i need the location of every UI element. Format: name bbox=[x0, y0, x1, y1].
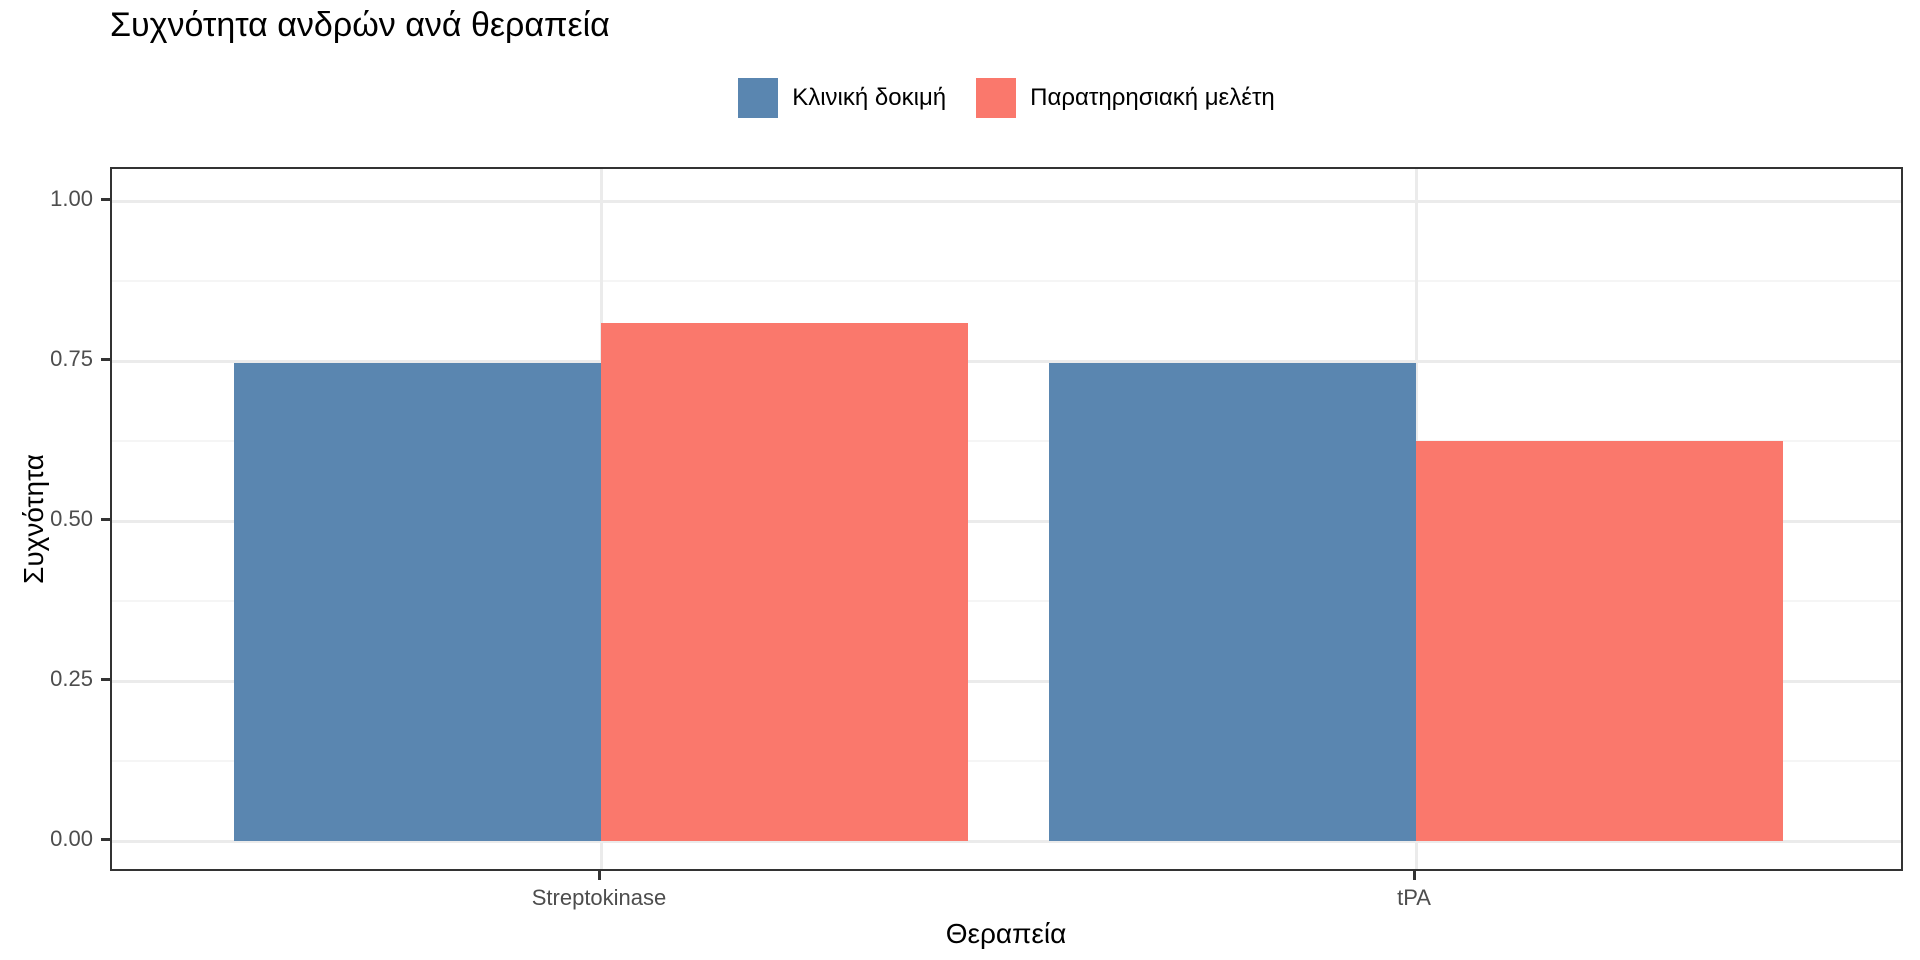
legend-label: Κλινική δοκιμή bbox=[792, 84, 947, 111]
y-tick-label: 0.50 bbox=[50, 506, 93, 531]
y-gridline-major bbox=[112, 680, 1901, 683]
x-axis-title: Θεραπεία bbox=[945, 918, 1067, 949]
y-gridline-major bbox=[112, 360, 1901, 363]
y-gridline-minor bbox=[112, 440, 1901, 442]
y-axis-title: Συχνότητα bbox=[18, 454, 49, 584]
y-gridline-minor bbox=[112, 760, 1901, 762]
bar-tpa-series-0 bbox=[1049, 362, 1416, 841]
legend-swatch-icon bbox=[976, 78, 1017, 118]
bar-streptokinase-series-1 bbox=[601, 322, 968, 841]
y-gridline-major bbox=[112, 200, 1901, 203]
legend-swatch-icon bbox=[738, 78, 779, 118]
y-tick-label: 0.00 bbox=[50, 826, 93, 851]
y-tick-label: 1.00 bbox=[50, 186, 93, 211]
chart-title: Συχνότητα ανδρών ανά θεραπεία bbox=[110, 6, 610, 44]
x-tick-label: Streptokinase bbox=[531, 885, 667, 910]
legend-item-1: Παρατηρησιακή μελέτη bbox=[976, 78, 1275, 118]
legend-label: Παρατηρησιακή μελέτη bbox=[1030, 84, 1275, 111]
x-tick-mark bbox=[597, 871, 601, 880]
x-tick-label: tPA bbox=[1397, 885, 1431, 910]
legend-item-0: Κλινική δοκιμή bbox=[738, 78, 946, 118]
y-tick-mark bbox=[101, 837, 110, 841]
y-gridline-minor bbox=[112, 280, 1901, 282]
bar-tpa-series-1 bbox=[1416, 441, 1783, 841]
y-tick-label: 0.75 bbox=[50, 346, 93, 371]
y-gridline-major bbox=[112, 840, 1901, 843]
y-tick-mark bbox=[101, 517, 110, 521]
plot-panel bbox=[110, 167, 1903, 871]
bar-streptokinase-series-0 bbox=[234, 362, 601, 841]
legend: Κλινική δοκιμή Παρατηρησιακή μελέτη bbox=[110, 76, 1903, 120]
y-tick-mark bbox=[101, 197, 110, 201]
y-gridline-major bbox=[112, 520, 1901, 523]
y-tick-mark bbox=[101, 357, 110, 361]
y-tick-mark bbox=[101, 677, 110, 681]
y-gridline-minor bbox=[112, 600, 1901, 602]
x-tick-mark bbox=[1412, 871, 1416, 880]
y-tick-label: 0.25 bbox=[50, 666, 93, 691]
